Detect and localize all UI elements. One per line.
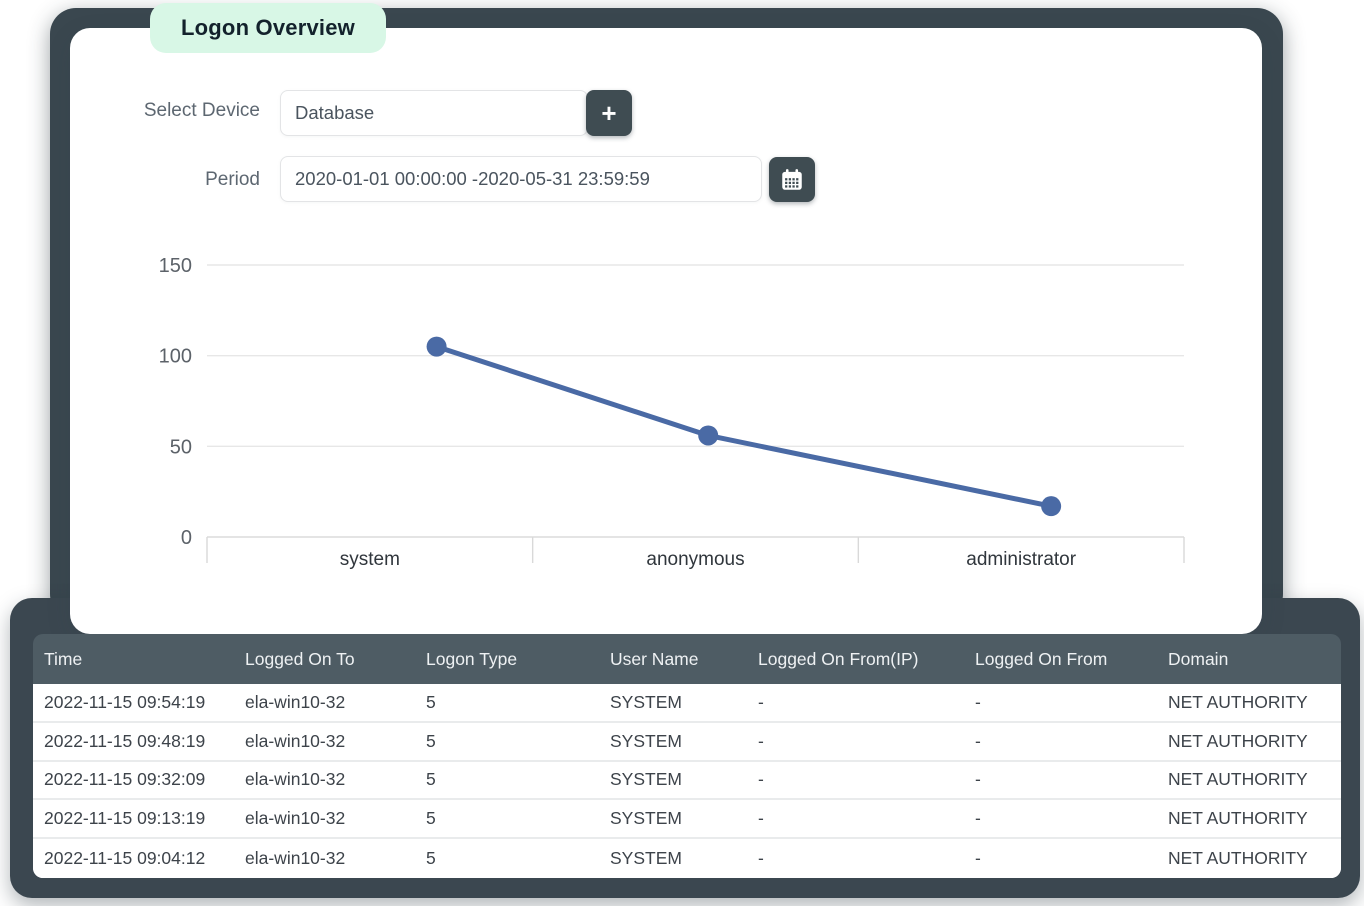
device-select-input[interactable]: Database — [280, 90, 588, 136]
table-cell: ela-win10-32 — [245, 808, 346, 829]
header-cell: Logon Type — [426, 648, 518, 669]
table-row: 2022-11-15 09:54:19 ela-win10-32 5 SYSTEM - -… — [33, 684, 1341, 723]
table-cell: SYSTEM — [610, 730, 682, 751]
data-point — [1041, 496, 1062, 517]
header-cell: Logged On From — [975, 648, 1108, 669]
x-axis-category-label: system — [340, 549, 400, 570]
x-axis-category-label: anonymous — [646, 549, 744, 570]
table-cell: - — [975, 691, 981, 712]
table-cell: - — [758, 730, 764, 751]
main-card — [70, 28, 1262, 634]
table-cell: 2022-11-15 09:32:09 — [44, 769, 206, 790]
logon-line-chart: 150 100 50 0 system anonymous administrator — [159, 255, 1185, 570]
table-cell: - — [975, 730, 981, 751]
table-cell: SYSTEM — [610, 769, 682, 790]
y-axis-tick-label: 100 — [159, 346, 192, 368]
table-cell: 5 — [426, 769, 436, 790]
table-cell: - — [758, 769, 764, 790]
table-row: 2022-11-15 09:13:19 ela-win10-32 5 SYSTEM - -… — [33, 800, 1341, 840]
table-cell: SYSTEM — [610, 848, 682, 869]
table-cell: ela-win10-32 — [245, 691, 346, 712]
header-cell: Logged On From(IP) — [758, 648, 919, 669]
table-cell: - — [975, 808, 981, 829]
table-cell: 5 — [426, 730, 436, 751]
table-cell: NET AUTHORITY — [1168, 848, 1308, 869]
table-cell: NET AUTHORITY — [1168, 769, 1308, 790]
period-input[interactable]: 2020-01-01 00:00:00 -2020-05-31 23:59:59 — [280, 156, 762, 202]
table-body: 2022-11-15 09:54:19 ela-win10-32 5 SYSTEM - -… — [33, 684, 1341, 878]
header-cell: Time — [44, 648, 83, 669]
period-label: Period — [205, 169, 260, 190]
plus-icon: + — [601, 98, 617, 128]
table-cell: NET AUTHORITY — [1168, 730, 1308, 751]
table-row: 2022-11-15 09:04:12 ela-win10-32 5 SYSTEM - -… — [33, 839, 1341, 878]
header-cell: User Name — [610, 648, 699, 669]
header-cell: Domain — [1168, 648, 1229, 669]
table-cell: ela-win10-32 — [245, 848, 346, 869]
table-cell: 2022-11-15 09:54:19 — [44, 691, 206, 712]
table-cell: - — [975, 769, 981, 790]
x-axis-category-label: administrator — [966, 549, 1076, 570]
y-axis-tick-label: 50 — [170, 436, 192, 458]
calendar-icon — [782, 168, 802, 190]
table-cell: NET AUTHORITY — [1168, 808, 1308, 829]
table-cell: SYSTEM — [610, 691, 682, 712]
table-cell: ela-win10-32 — [245, 769, 346, 790]
table-row: 2022-11-15 09:32:09 ela-win10-32 5 SYSTEM - -… — [33, 761, 1341, 801]
header-cell: Logged On To — [245, 648, 355, 669]
data-point — [698, 425, 719, 446]
table-cell: - — [758, 848, 764, 869]
table-cell: - — [758, 808, 764, 829]
table-cell: SYSTEM — [610, 808, 682, 829]
y-axis-tick-label: 0 — [181, 527, 192, 549]
table-cell: 2022-11-15 09:48:19 — [44, 730, 206, 751]
device-select-value: Database — [295, 102, 375, 123]
data-point — [426, 336, 447, 357]
table-cell: NET AUTHORITY — [1168, 691, 1308, 712]
table-header-row: Time Logged On To Logon Type User Name Logge… — [33, 634, 1341, 684]
table-row: 2022-11-15 09:48:19 ela-win10-32 5 SYSTEM - -… — [33, 722, 1341, 762]
table-cell: 2022-11-15 09:13:19 — [44, 808, 206, 829]
table-cell: 5 — [426, 691, 436, 712]
table-cell: 5 — [426, 848, 436, 869]
table-cell: 5 — [426, 808, 436, 829]
table-cell: ela-win10-32 — [245, 730, 346, 751]
page-title: Logon Overview — [150, 3, 386, 53]
logon-table: Time Logged On To Logon Type User Name Logge… — [33, 634, 1341, 878]
series-line — [434, 344, 1054, 509]
table-cell: - — [975, 848, 981, 869]
add-device-button[interactable]: + — [586, 90, 632, 136]
y-axis-tick-label: 150 — [159, 255, 192, 277]
period-calendar-button[interactable] — [769, 157, 815, 202]
table-cell: 2022-11-15 09:04:12 — [44, 848, 206, 869]
select-device-label: Select Device — [143, 100, 260, 121]
table-cell: - — [758, 691, 764, 712]
period-value: 2020-01-01 00:00:00 -2020-05-31 23:59:59 — [295, 168, 650, 189]
